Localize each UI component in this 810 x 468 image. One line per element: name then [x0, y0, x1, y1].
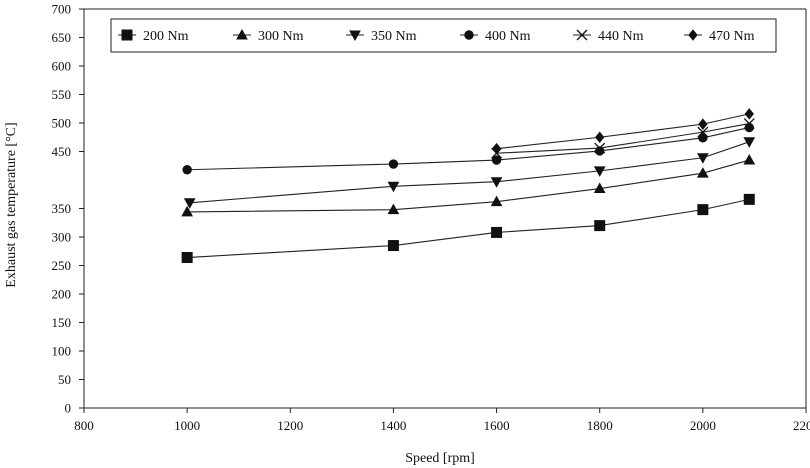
legend-marker-350-nm: [349, 30, 361, 42]
data-point-200-nm: [491, 226, 503, 238]
x-tick-label: 1000: [174, 418, 200, 433]
legend-label: 440 Nm: [598, 29, 644, 44]
legend-label: 200 Nm: [143, 29, 189, 44]
data-point-300-nm: [697, 167, 709, 178]
legend-marker-400-nm: [464, 30, 474, 40]
data-point-350-nm: [183, 198, 196, 209]
x-axis-ticks: 800 1000 1200 1400 1600 1800 2000 2200: [74, 408, 810, 433]
data-point-300-nm: [181, 205, 193, 217]
x-tick-label: 800: [74, 418, 94, 433]
data-point-440-nm: [594, 142, 606, 154]
y-tick-label: 350: [52, 201, 72, 216]
y-axis-ticks: 0 50 100 150 200 250 300 350 450 500 550 600 650 700: [52, 2, 84, 416]
data-point-470-nm: [698, 118, 708, 130]
data-point-350-nm: [387, 181, 400, 193]
data-point-350-nm: [490, 177, 503, 188]
data-point-350-nm: [593, 166, 606, 177]
legend-item-350-nm: 350 Nm: [346, 29, 417, 44]
legend-label: 470 Nm: [709, 29, 755, 44]
data-point-400-nm: [491, 155, 502, 165]
data-point-470-nm: [491, 142, 502, 155]
y-tick-label: 250: [52, 258, 72, 273]
data-point-440-nm: [743, 118, 755, 130]
data-point-400-nm: [595, 146, 605, 156]
data-series: [181, 108, 756, 264]
x-axis-title: Speed [rpm]: [405, 451, 475, 466]
legend-item-300-nm: 300 Nm: [233, 28, 304, 44]
data-point-200-nm: [697, 204, 709, 216]
x-tick-label: 2000: [690, 418, 716, 433]
y-tick-label: 650: [52, 30, 72, 45]
series-200-nm: [181, 193, 755, 264]
legend-items: 200 Nm 300 Nm 350 Nm 400 Nm 440 Nm 470 Nm: [118, 28, 755, 44]
data-point-200-nm: [387, 240, 399, 252]
y-tick-label: 550: [52, 87, 72, 102]
series-line-300-nm: [187, 159, 750, 213]
y-tick-label: 200: [52, 287, 72, 302]
legend-box: [110, 18, 777, 53]
data-point-350-nm: [697, 153, 709, 164]
series-line-200-nm: [187, 198, 750, 259]
y-tick-label: 700: [52, 2, 72, 17]
legend-label: 300 Nm: [258, 29, 304, 44]
legend-label: 400 Nm: [485, 29, 531, 44]
series-line-470-nm: [496, 113, 750, 150]
legend-item-200-nm: 200 Nm: [118, 29, 189, 44]
y-tick-label: 450: [52, 144, 72, 159]
data-point-200-nm: [181, 252, 193, 264]
data-point-200-nm: [743, 193, 755, 205]
data-point-200-nm: [594, 220, 606, 232]
legend-marker-300-nm: [236, 28, 248, 40]
data-point-300-nm: [490, 195, 503, 207]
series-350-nm: [183, 137, 756, 209]
legend: 200 Nm 300 Nm 350 Nm 400 Nm 440 Nm 470 Nm: [110, 18, 777, 53]
series-400-nm: [182, 122, 754, 175]
data-point-400-nm: [698, 133, 708, 143]
y-tick-label: 100: [52, 344, 72, 359]
y-tick-label: 150: [52, 315, 72, 330]
y-tick-label: 0: [65, 401, 72, 416]
data-point-440-nm: [697, 126, 709, 138]
series-470-nm: [491, 108, 754, 155]
x-tick-label: 2200: [793, 418, 810, 433]
data-point-300-nm: [387, 203, 400, 215]
y-tick-label: 50: [58, 372, 71, 387]
series-line-440-nm: [496, 123, 750, 154]
series-300-nm: [181, 154, 756, 217]
x-tick-label: 1600: [484, 418, 510, 433]
data-point-300-nm: [743, 154, 756, 165]
series-440-nm: [491, 118, 755, 159]
legend-marker-200-nm: [121, 29, 133, 41]
x-tick-label: 1400: [380, 418, 406, 433]
legend-item-440-nm: 440 Nm: [573, 29, 644, 44]
series-line-400-nm: [187, 127, 750, 171]
legend-label: 350 Nm: [371, 29, 417, 44]
data-point-350-nm: [743, 137, 756, 148]
series-line-350-nm: [189, 141, 750, 204]
data-point-300-nm: [593, 182, 606, 194]
legend-item-470-nm: 470 Nm: [684, 29, 755, 44]
x-tick-label: 1800: [587, 418, 613, 433]
y-tick-label: 500: [52, 116, 72, 131]
data-point-400-nm: [182, 165, 192, 175]
legend-marker-440-nm: [576, 29, 588, 41]
data-point-400-nm: [388, 159, 399, 169]
y-tick-label: 600: [52, 59, 72, 74]
y-tick-label: 300: [52, 230, 72, 245]
y-axis-title: Exhaust gas temperature [°C]: [4, 122, 19, 287]
data-point-470-nm: [744, 108, 754, 120]
legend-marker-470-nm: [688, 29, 698, 41]
x-tick-label: 1200: [277, 418, 303, 433]
legend-item-400-nm: 400 Nm: [460, 29, 531, 44]
data-point-470-nm: [595, 131, 605, 144]
